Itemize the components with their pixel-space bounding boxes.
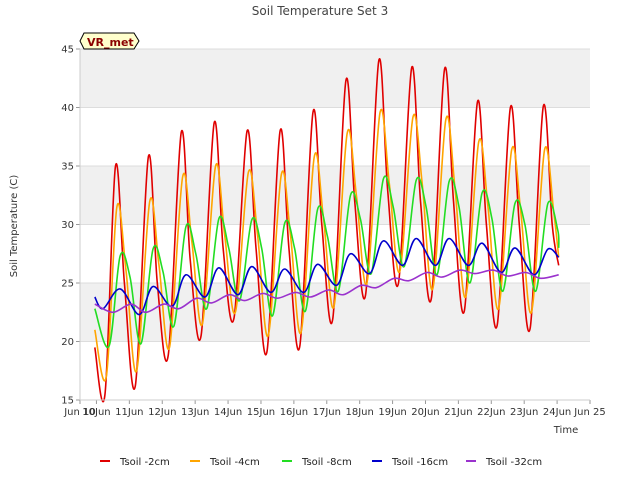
- x-tick-label: 19Jun: [378, 407, 406, 418]
- x-tick-label: 15Jun: [247, 407, 275, 418]
- series-line-tsoil-32cm: [94, 269, 559, 314]
- y-tick-label: 45: [61, 45, 74, 56]
- x-tick-label: 21Jun: [444, 407, 472, 418]
- legend-label: Tsoil -2cm: [119, 457, 170, 468]
- x-tick-label: 23Jun: [510, 407, 538, 418]
- station-label: VR_met: [87, 36, 134, 49]
- x-tick-label: 24Jun: [543, 407, 571, 418]
- x-tick-label: 22Jun: [477, 407, 505, 418]
- legend-label: Tsoil -16cm: [391, 457, 448, 468]
- y-tick-label: 30: [61, 220, 74, 231]
- station-badge: VR_met: [79, 32, 140, 50]
- y-tick-label: 25: [61, 279, 74, 290]
- x-tick-label: 12Jun: [148, 407, 176, 418]
- y-axis-title: Soil Temperature (C): [9, 175, 20, 278]
- x-tick-label: 20Jun: [411, 407, 439, 418]
- x-tick-label: 10Jun: [82, 407, 110, 418]
- grid-band: [80, 107, 590, 166]
- x-tick-label: 13Jun: [181, 407, 209, 418]
- y-tick-label: 35: [61, 162, 74, 173]
- legend-label: Tsoil -8cm: [301, 457, 352, 468]
- legend: Tsoil -2cm Tsoil -4cm Tsoil -8cm Tsoil -16c…: [100, 457, 542, 468]
- legend-label: Tsoil -4cm: [209, 457, 260, 468]
- x-tick-label: 16Jun: [280, 407, 308, 418]
- y-axis-ticks: 15 20 25 30 35 40 45: [61, 45, 80, 407]
- grid-band: [80, 341, 590, 400]
- x-tick-label: 18Jun: [345, 407, 373, 418]
- grid-bands: [80, 48, 590, 401]
- x-tick-label: 11Jun: [115, 407, 143, 418]
- series-lines: [94, 57, 560, 403]
- series-line-tsoil-8cm: [94, 175, 560, 349]
- y-tick-label: 40: [61, 103, 74, 114]
- x-tick-label: Jun 10: [63, 407, 96, 418]
- legend-label: Tsoil -32cm: [485, 457, 542, 468]
- chart-title: Soil Temperature Set 3: [252, 4, 388, 18]
- x-tick-label: 17Jun: [313, 407, 341, 418]
- y-tick-label: 15: [61, 396, 74, 407]
- x-tick-label: Jun 25: [573, 407, 606, 418]
- x-axis-title: Time: [553, 425, 578, 436]
- y-tick-label: 20: [61, 337, 74, 348]
- x-tick-label: 14Jun: [214, 407, 242, 418]
- grid-band: [80, 49, 590, 108]
- series-line-tsoil-4cm: [94, 108, 560, 382]
